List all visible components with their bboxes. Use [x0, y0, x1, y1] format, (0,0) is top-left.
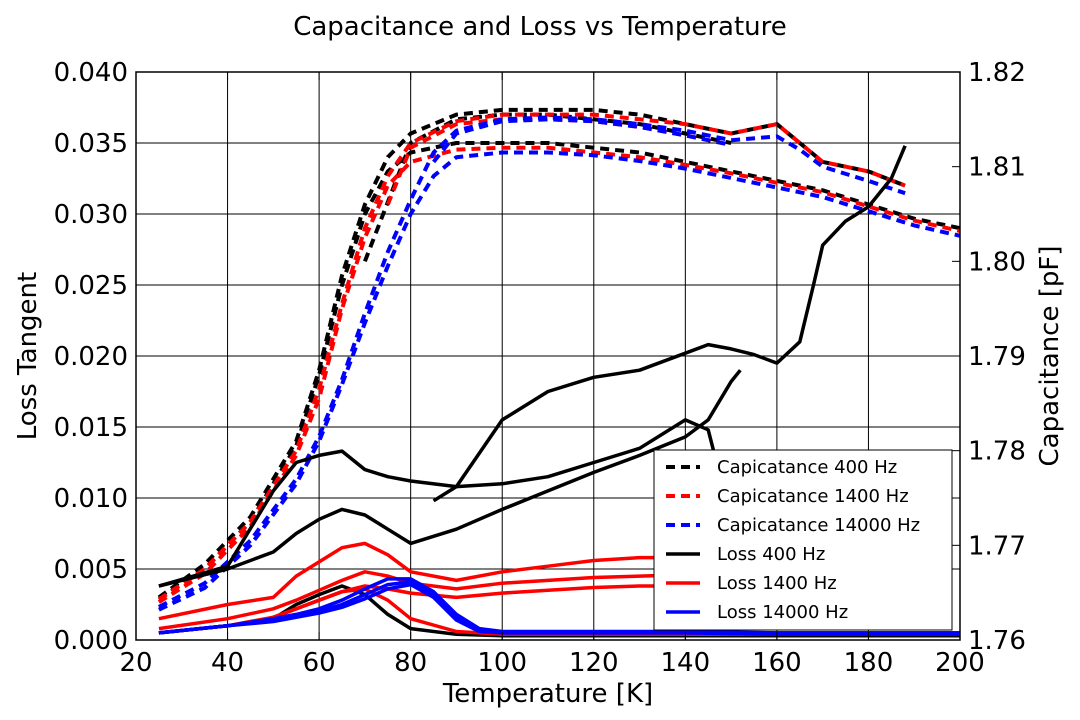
series-layer [157, 107, 960, 638]
series-line-loss-400-hz [158, 145, 907, 588]
legend-label-capicatance-1400-hz: Capicatance 1400 Hz [717, 486, 909, 507]
series-line-loss-400-hz [432, 418, 733, 520]
y-tick-label-left: 0.035 [54, 129, 128, 159]
y-tick-label-left: 0.010 [54, 484, 128, 514]
x-tick-label: 80 [394, 648, 427, 678]
y-tick-label-right: 1.77 [968, 531, 1026, 561]
series-line-loss-1400-hz [158, 541, 732, 621]
x-tick-label: 160 [752, 648, 802, 678]
x-tick-label: 20 [119, 648, 152, 678]
series-line-capicatance-1400-hz [157, 145, 960, 604]
y-tick-label-left: 0.005 [54, 555, 128, 585]
series-line-capicatance-400-hz [157, 107, 906, 600]
x-tick-label: 60 [303, 648, 336, 678]
legend: Capicatance 400 Hz Capicatance 1400 Hz Cap… [653, 449, 953, 631]
y-tick-label-left: 0.020 [54, 342, 128, 372]
x-tick-label: 100 [477, 648, 527, 678]
y-tick-label-right: 1.82 [968, 58, 1026, 88]
x-tick-label: 120 [569, 648, 619, 678]
x-tick-label: 200 [935, 648, 985, 678]
y-tick-label-right: 1.79 [968, 342, 1026, 372]
y-tick-label-left: 0.030 [54, 200, 128, 230]
series-line-capicatance-1400-hz [157, 112, 906, 601]
y-tick-label-right: 1.78 [968, 437, 1026, 467]
x-axis-label: Temperature [K] [442, 679, 653, 709]
series-line-capicatance-14000-hz [158, 150, 960, 612]
x-tick-label: 180 [844, 648, 894, 678]
y-axis-label-right: Capacitance [pF] [1035, 246, 1065, 467]
series-line-capicatance-400-hz [157, 141, 960, 601]
series-line-loss-14000-hz [158, 582, 960, 637]
ticks: 20 40 60 80 100 120 140 160 180 200 0.000 0.005 0.01… [54, 58, 1026, 678]
y-tick-label-right: 1.81 [968, 153, 1026, 183]
legend-label-capicatance-400-hz: Capicatance 400 Hz [717, 457, 897, 478]
y-tick-label-left: 0.015 [54, 413, 128, 443]
y-tick-label-right: 1.76 [968, 626, 1026, 656]
chart-title: Capacitance and Loss vs Temperature [293, 12, 787, 42]
legend-label-capicatance-14000-hz: Capicatance 14000 Hz [717, 515, 920, 536]
legend-label-loss-14000-hz: Loss 14000 Hz [717, 602, 848, 623]
legend-label-loss-400-hz: Loss 400 Hz [717, 544, 825, 565]
series-line-capicatance-14000-hz [432, 117, 732, 164]
legend-box [653, 449, 953, 631]
y-tick-label-left: 0.040 [54, 58, 128, 88]
y-axis-label-left: Loss Tangent [13, 272, 43, 440]
y-tick-label-left: 0.000 [54, 626, 128, 656]
legend-label-loss-1400-hz: Loss 1400 Hz [717, 573, 837, 594]
series-line-loss-400-hz [158, 369, 742, 588]
series-line-capicatance-1400-hz [385, 117, 732, 206]
x-tick-label: 140 [661, 648, 711, 678]
y-tick-label-right: 1.80 [968, 247, 1026, 277]
x-tick-label: 40 [211, 648, 244, 678]
y-tick-label-left: 0.025 [54, 271, 128, 301]
